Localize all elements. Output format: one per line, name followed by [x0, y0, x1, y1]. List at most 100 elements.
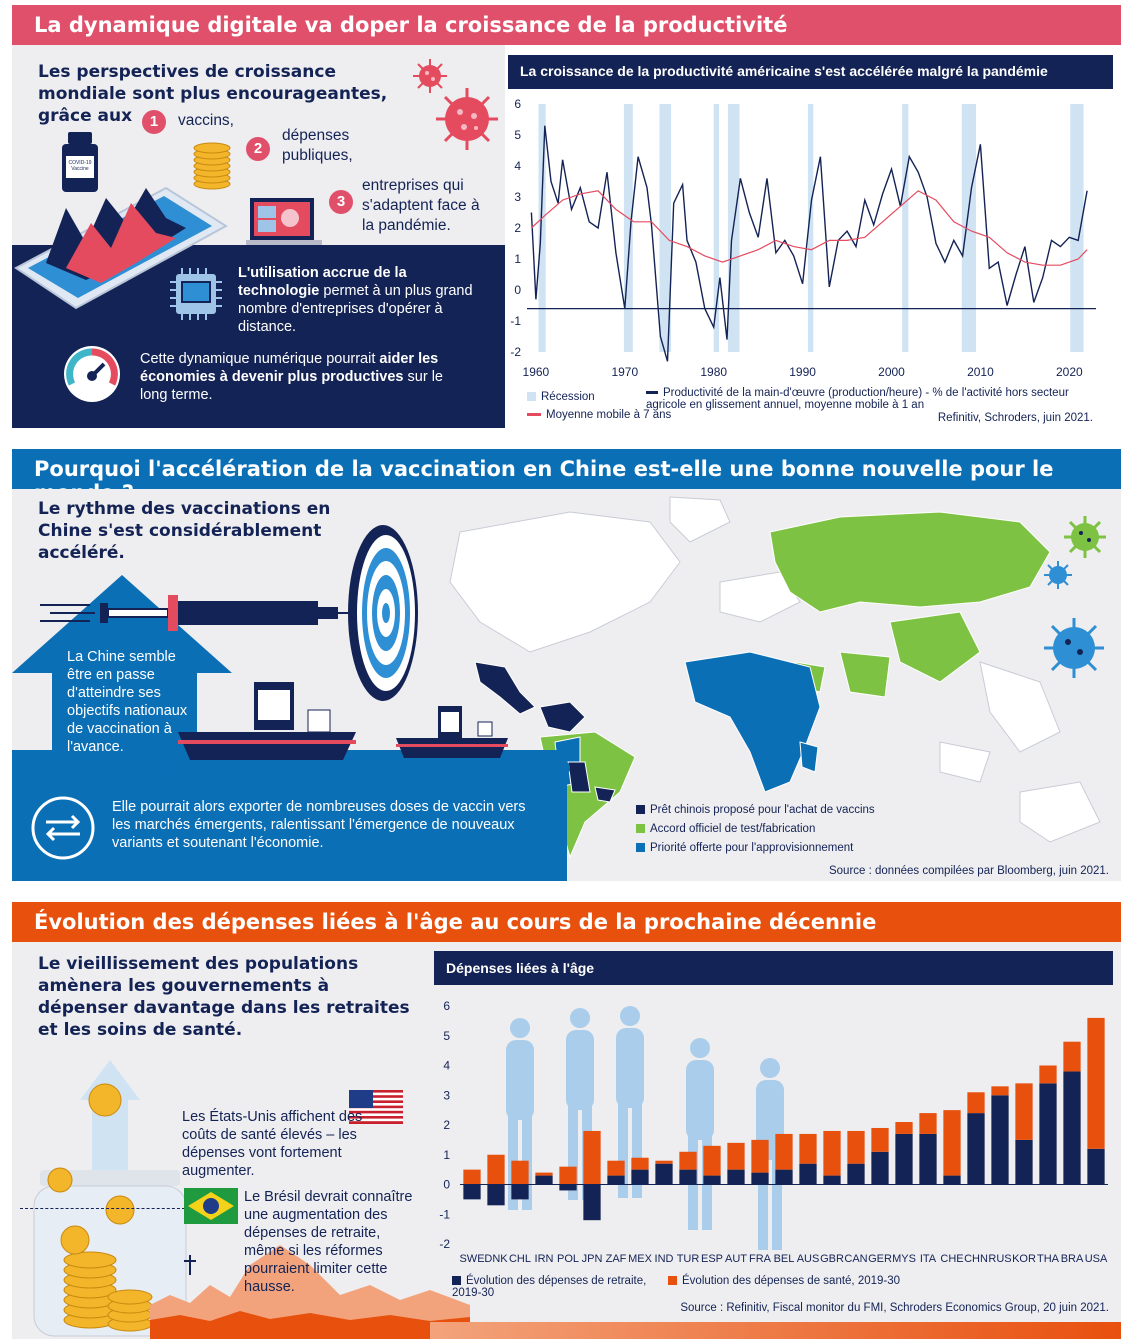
- virus-icon: [1044, 618, 1104, 678]
- pension-bar: [655, 1163, 673, 1185]
- recession-band: [538, 104, 546, 352]
- coins-stack-icon: [193, 142, 231, 190]
- y-tick-label: 5: [443, 1029, 450, 1043]
- vaccine-vial-illustration: COVID-19 Vaccine: [62, 132, 98, 192]
- category-label: THA: [1037, 1253, 1060, 1265]
- health-bar: [583, 1130, 601, 1185]
- speedometer-icon: [64, 346, 120, 402]
- bottom-orange-band: [430, 1322, 1121, 1339]
- x-tick-label: 2010: [967, 365, 994, 379]
- item-3-badge: 3: [329, 190, 353, 214]
- recession-band: [623, 104, 633, 352]
- pension-bar: [559, 1184, 577, 1191]
- x-tick-label: 1970: [611, 365, 638, 379]
- item-2-badge: 2: [246, 137, 270, 161]
- pension-bar: [1039, 1083, 1057, 1185]
- category-label: GBR: [820, 1253, 844, 1265]
- vial-label: COVID-19 Vaccine: [66, 156, 94, 178]
- legend-recession: Récession: [527, 391, 595, 403]
- section2-banner: Pourquoi l'accélération de la vaccinatio…: [12, 449, 1121, 505]
- health-bar: [607, 1160, 625, 1176]
- section3-banner: Évolution des dépenses liées à l'âge au …: [12, 902, 1121, 942]
- digital-text-end: sur le long terme.: [140, 369, 443, 403]
- digital-text-bold: aider les économies à devenir plus produ…: [140, 351, 439, 385]
- section2-headline: Le rythme des vaccinations en Chine s'es…: [38, 499, 331, 563]
- map-source: Source : données compilées par Bloomberg…: [828, 865, 1109, 877]
- category-label: ITA: [920, 1253, 937, 1265]
- pension-bar: [607, 1175, 625, 1185]
- category-label: AUT: [725, 1253, 747, 1265]
- category-label: BEL: [774, 1253, 795, 1265]
- category-label: ZAF: [606, 1253, 627, 1265]
- pension-bar: [847, 1163, 865, 1185]
- category-label: MEX: [628, 1253, 653, 1265]
- y-tick-label: 2: [443, 1118, 450, 1132]
- category-label: ESP: [701, 1253, 723, 1265]
- category-label: FRA: [749, 1253, 772, 1265]
- y-tick-label: -1: [439, 1207, 450, 1221]
- recession-band: [659, 104, 672, 352]
- health-bar: [1087, 1017, 1105, 1149]
- health-bar: [943, 1110, 961, 1176]
- usa-text: Les États-Unis affichent des coûts de sa…: [182, 1109, 363, 1179]
- brazil-text: Le Brésil devrait connaître une augmenta…: [244, 1189, 413, 1295]
- person-silhouette-icon: [620, 1006, 640, 1026]
- pension-bar: [943, 1175, 961, 1185]
- map-legend-item: Prêt chinois proposé pour l'achat de vac…: [636, 804, 1076, 816]
- category-label: AUS: [797, 1253, 820, 1265]
- pension-bar: [511, 1184, 529, 1200]
- pension-bar: [679, 1169, 697, 1185]
- health-bar: [895, 1122, 913, 1134]
- digital-text-start: Cette dynamique numérique pourrait: [140, 351, 380, 367]
- y-tick-label: 3: [514, 190, 521, 204]
- person-silhouette-icon: [506, 1040, 534, 1120]
- section3-headline: Le vieillissement des populations amèner…: [38, 954, 410, 1040]
- productivity-source: Refinitiv, Schroders, juin 2021.: [937, 412, 1093, 424]
- y-tick-label: -2: [510, 345, 521, 359]
- pension-bar: [631, 1169, 649, 1185]
- health-bar: [919, 1113, 937, 1134]
- health-bar: [487, 1154, 505, 1185]
- category-label: CHE: [940, 1253, 963, 1265]
- x-tick-label: 1990: [789, 365, 816, 379]
- category-label: CHL: [509, 1253, 531, 1265]
- pension-bar: [727, 1169, 745, 1185]
- upward-arrow-shape: [12, 575, 232, 760]
- pension-bar: [775, 1169, 793, 1185]
- brazil-flag-icon: [184, 1188, 238, 1224]
- item-3-text: entreprises qui s'adaptent face à la pan…: [362, 177, 480, 234]
- category-label: MYS: [892, 1253, 916, 1265]
- person-silhouette-icon: [686, 1060, 714, 1140]
- category-label: USA: [1085, 1253, 1108, 1265]
- export-text: Elle pourrait alors exporter de nombreus…: [112, 799, 526, 851]
- y-tick-label: 5: [514, 128, 521, 142]
- pension-bar: [1015, 1139, 1033, 1185]
- person-silhouette-icon: [566, 1030, 594, 1110]
- category-label: IND: [655, 1253, 674, 1265]
- person-silhouette-icon: [510, 1018, 530, 1038]
- person-silhouette-icon: [618, 1103, 628, 1198]
- x-tick-label: 2000: [878, 365, 905, 379]
- microchip-icon: [170, 268, 222, 320]
- virus-icon: [1044, 561, 1072, 589]
- map-legend-item: Priorité offerte pour l'approvisionnemen…: [636, 842, 1076, 854]
- health-bar: [775, 1133, 793, 1170]
- health-bar: [967, 1092, 985, 1114]
- person-silhouette-icon: [758, 1155, 768, 1250]
- health-bar: [511, 1160, 529, 1185]
- item-1-text: vaccins,: [178, 112, 234, 129]
- category-label: SWE: [459, 1253, 484, 1265]
- health-bar: [1015, 1083, 1033, 1140]
- pension-bar: [871, 1151, 889, 1185]
- section1-headline: Les perspectives de croissance mondiale …: [38, 62, 388, 126]
- pension-bar: [895, 1133, 913, 1185]
- category-label: TUR: [677, 1253, 700, 1265]
- sea-top: [160, 760, 570, 776]
- category-label: JPN: [582, 1253, 603, 1265]
- y-tick-label: 2: [514, 221, 521, 235]
- x-tick-label: 1960: [523, 365, 550, 379]
- productivity-chart-title: La croissance de la productivité américa…: [508, 55, 1113, 89]
- y-tick-label: -1: [510, 314, 521, 328]
- target-icon: [348, 525, 418, 701]
- health-bar: [823, 1130, 841, 1176]
